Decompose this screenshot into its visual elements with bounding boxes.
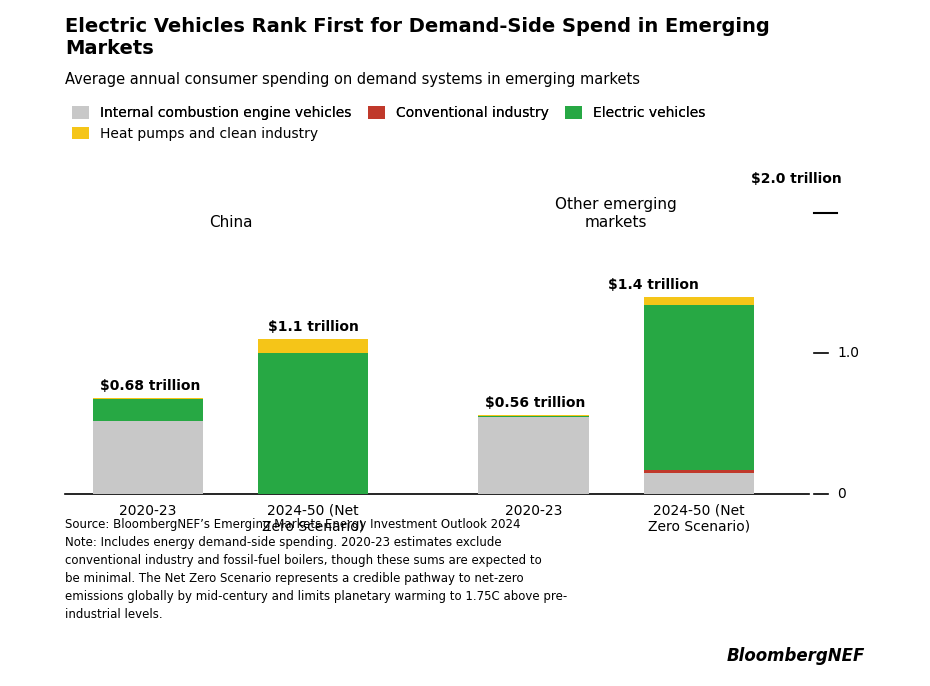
Text: $2.0 trillion: $2.0 trillion: [751, 172, 842, 185]
Bar: [644, 305, 754, 470]
Bar: [478, 415, 589, 416]
Bar: [644, 470, 754, 473]
Bar: [93, 399, 203, 421]
Bar: [93, 421, 203, 494]
Text: Electric Vehicles Rank First for Demand-Side Spend in Emerging
Markets: Electric Vehicles Rank First for Demand-…: [65, 17, 770, 58]
Bar: [258, 340, 368, 353]
Text: Average annual consumer spending on demand systems in emerging markets: Average annual consumer spending on dema…: [65, 72, 640, 87]
Bar: [644, 297, 754, 305]
Bar: [258, 353, 368, 494]
Text: $0.56 trillion: $0.56 trillion: [485, 396, 586, 410]
Text: China: China: [208, 215, 252, 230]
Bar: [478, 417, 589, 494]
Legend: Heat pumps and clean industry: Heat pumps and clean industry: [72, 127, 318, 141]
Text: $0.68 trillion: $0.68 trillion: [100, 379, 200, 393]
Bar: [478, 416, 589, 417]
Legend: Internal combustion engine vehicles, Conventional industry, Electric vehicles: Internal combustion engine vehicles, Con…: [72, 106, 705, 121]
Bar: [644, 473, 754, 494]
Text: 0: 0: [837, 487, 845, 501]
Text: Source: BloombergNEF’s Emerging Markets Energy Investment Outlook 2024
Note: Inc: Source: BloombergNEF’s Emerging Markets …: [65, 518, 567, 621]
Text: BloombergNEF: BloombergNEF: [726, 648, 865, 665]
Text: $1.4 trillion: $1.4 trillion: [608, 278, 698, 292]
Text: 1.0: 1.0: [837, 346, 859, 360]
Text: Other emerging
markets: Other emerging markets: [555, 198, 677, 230]
Text: $1.1 trillion: $1.1 trillion: [268, 320, 359, 334]
